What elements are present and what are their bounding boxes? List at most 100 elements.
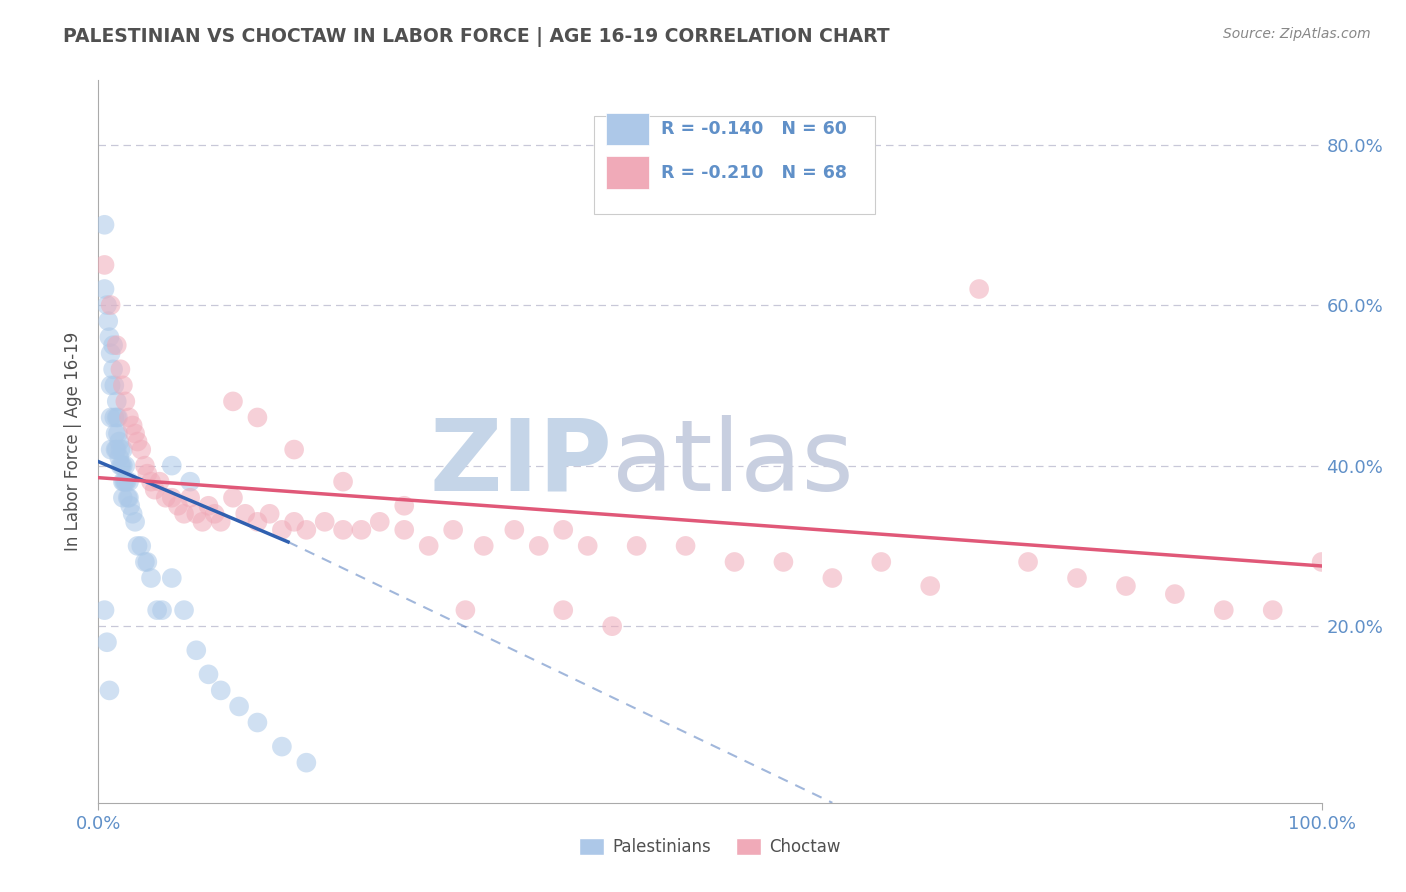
Point bbox=[100, 378, 122, 392]
Point bbox=[105, 442, 128, 457]
Text: R = -0.140   N = 60: R = -0.140 N = 60 bbox=[661, 120, 846, 137]
Point bbox=[111, 458, 134, 473]
Point bbox=[368, 515, 391, 529]
Point bbox=[454, 603, 477, 617]
Point bbox=[97, 314, 120, 328]
Text: ZIP: ZIP bbox=[429, 415, 612, 512]
Point bbox=[173, 603, 195, 617]
Point bbox=[114, 475, 136, 489]
Point bbox=[527, 539, 550, 553]
Point bbox=[186, 507, 208, 521]
Point bbox=[1310, 555, 1333, 569]
Point bbox=[118, 410, 141, 425]
Point bbox=[108, 434, 131, 449]
Point bbox=[129, 442, 152, 457]
Point bbox=[1212, 603, 1234, 617]
Point bbox=[1164, 587, 1187, 601]
Point bbox=[259, 507, 281, 521]
Point bbox=[101, 338, 124, 352]
FancyBboxPatch shape bbox=[606, 156, 648, 188]
Text: atlas: atlas bbox=[612, 415, 853, 512]
Point bbox=[503, 523, 526, 537]
Point bbox=[233, 507, 256, 521]
Point bbox=[179, 491, 201, 505]
Point bbox=[114, 458, 136, 473]
Point bbox=[129, 539, 152, 553]
Point bbox=[392, 499, 416, 513]
Point bbox=[332, 475, 354, 489]
Point bbox=[100, 298, 122, 312]
Point bbox=[920, 579, 942, 593]
Point bbox=[723, 555, 745, 569]
Point bbox=[270, 523, 294, 537]
Point bbox=[117, 491, 139, 505]
Point bbox=[600, 619, 623, 633]
Point bbox=[110, 458, 132, 473]
Point bbox=[197, 499, 219, 513]
FancyBboxPatch shape bbox=[606, 112, 648, 145]
Point bbox=[100, 442, 122, 457]
Point bbox=[472, 539, 495, 553]
Point bbox=[108, 450, 131, 465]
Point bbox=[114, 394, 136, 409]
Point bbox=[124, 426, 146, 441]
Y-axis label: In Labor Force | Age 16-19: In Labor Force | Age 16-19 bbox=[65, 332, 83, 551]
Point bbox=[314, 515, 336, 529]
Point bbox=[139, 571, 162, 585]
Point bbox=[870, 555, 893, 569]
Point bbox=[197, 667, 219, 681]
Point bbox=[160, 491, 183, 505]
Text: PALESTINIAN VS CHOCTAW IN LABOR FORCE | AGE 16-19 CORRELATION CHART: PALESTINIAN VS CHOCTAW IN LABOR FORCE | … bbox=[63, 27, 890, 46]
Point bbox=[98, 683, 121, 698]
Point bbox=[1115, 579, 1137, 593]
Point bbox=[167, 499, 190, 513]
Point bbox=[111, 442, 134, 457]
Point bbox=[1261, 603, 1284, 617]
Point bbox=[121, 418, 143, 433]
Point bbox=[1066, 571, 1088, 585]
Point bbox=[103, 410, 125, 425]
Point bbox=[821, 571, 844, 585]
Point bbox=[107, 410, 129, 425]
Point bbox=[134, 555, 156, 569]
Point bbox=[179, 475, 201, 489]
Point bbox=[111, 458, 134, 473]
Point bbox=[418, 539, 440, 553]
Point bbox=[104, 442, 127, 457]
Point bbox=[155, 491, 177, 505]
Point bbox=[93, 258, 115, 272]
Point bbox=[150, 603, 173, 617]
Point bbox=[103, 378, 125, 392]
Point bbox=[160, 571, 183, 585]
Point bbox=[392, 523, 416, 537]
Point bbox=[283, 515, 305, 529]
Point bbox=[675, 539, 697, 553]
Point bbox=[283, 442, 305, 457]
Point bbox=[576, 539, 599, 553]
Point bbox=[222, 491, 245, 505]
Point bbox=[118, 475, 141, 489]
Point bbox=[100, 410, 122, 425]
Point bbox=[139, 475, 162, 489]
Point bbox=[350, 523, 373, 537]
Point bbox=[553, 523, 575, 537]
Point bbox=[772, 555, 794, 569]
Point bbox=[100, 346, 122, 360]
Point bbox=[104, 426, 127, 441]
Point bbox=[124, 515, 146, 529]
Point bbox=[270, 739, 294, 754]
Point bbox=[441, 523, 464, 537]
Point bbox=[127, 434, 149, 449]
Point bbox=[115, 475, 138, 489]
Point bbox=[228, 699, 250, 714]
Point bbox=[110, 442, 132, 457]
Point bbox=[105, 338, 128, 352]
Text: Source: ZipAtlas.com: Source: ZipAtlas.com bbox=[1223, 27, 1371, 41]
Point bbox=[134, 458, 156, 473]
Point bbox=[149, 475, 172, 489]
Point bbox=[209, 683, 232, 698]
Point bbox=[112, 475, 135, 489]
Point bbox=[111, 491, 134, 505]
Point bbox=[191, 515, 214, 529]
Point bbox=[121, 507, 143, 521]
